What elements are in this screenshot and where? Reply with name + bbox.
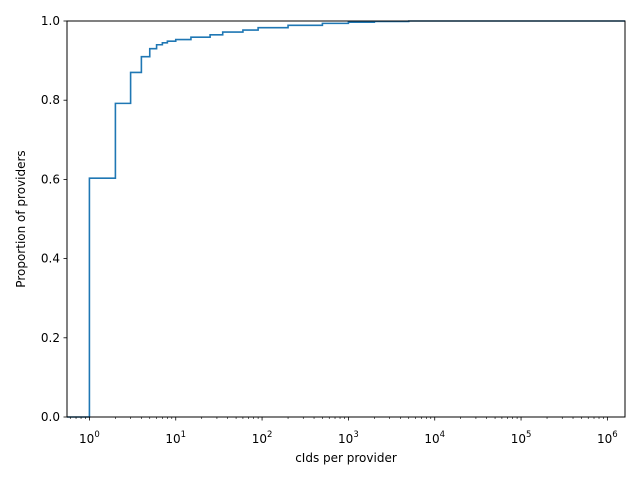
x-tick-label: 105: [511, 430, 532, 446]
x-axis: 100 101 102 103 104 105 106: [69, 417, 618, 446]
y-tick-label: 0.4: [41, 252, 60, 266]
y-tick-label: 1.0: [41, 14, 60, 28]
plot-frame: [66, 20, 626, 418]
y-tick-label: 0.2: [41, 331, 60, 345]
x-tick-label: 106: [597, 430, 618, 446]
x-tick-label: 103: [338, 430, 359, 446]
y-tick-label: 0.6: [41, 172, 60, 186]
y-axis: 0.0 0.2 0.4 0.6 0.8 1.0: [41, 14, 67, 424]
x-tick-label: 100: [79, 430, 100, 446]
plot-content: [67, 20, 625, 418]
x-tick-label: 102: [252, 430, 273, 446]
ecdf-series-line: [67, 20, 625, 418]
x-tick-label: 101: [165, 430, 186, 446]
y-axis-label: Proportion of providers: [14, 150, 28, 287]
x-axis-label: cIds per provider: [295, 451, 397, 465]
plot-background: [67, 21, 625, 417]
y-tick-label: 0.8: [41, 93, 60, 107]
y-tick-label: 0.0: [41, 410, 60, 424]
x-tick-label: 104: [424, 430, 445, 446]
